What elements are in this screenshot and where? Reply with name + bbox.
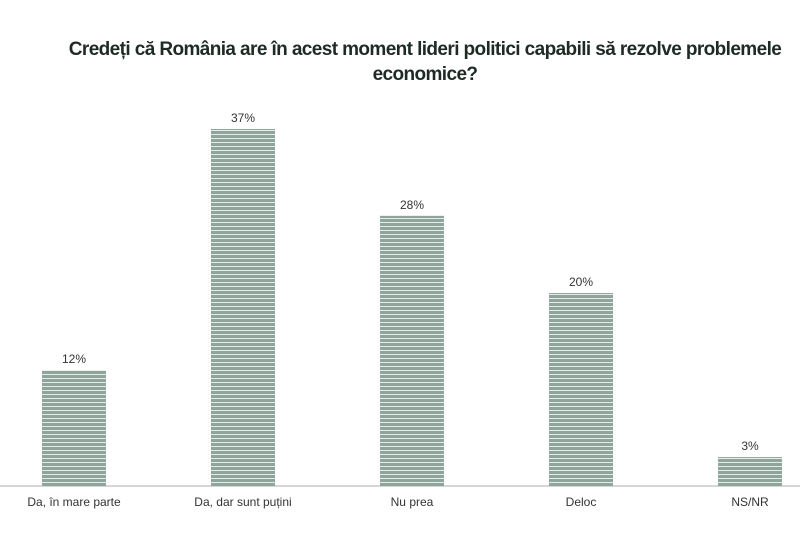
category-label: Da, dar sunt puțini — [194, 495, 291, 509]
chart-title: Credeți că România are în acest moment l… — [68, 39, 782, 85]
data-label: 37% — [231, 111, 255, 125]
category-label: Deloc — [566, 495, 597, 509]
category-label: NS/NR — [731, 495, 769, 509]
category-label: Nu prea — [391, 495, 434, 509]
data-label: 12% — [62, 352, 86, 366]
bar — [211, 129, 275, 486]
bar — [380, 215, 444, 487]
data-label: 20% — [569, 275, 593, 289]
data-label: 28% — [400, 198, 424, 212]
data-label: 3% — [741, 439, 759, 453]
category-label: Da, în mare parte — [27, 495, 121, 509]
bar — [42, 370, 106, 486]
bar — [549, 293, 613, 486]
bar — [718, 457, 782, 486]
